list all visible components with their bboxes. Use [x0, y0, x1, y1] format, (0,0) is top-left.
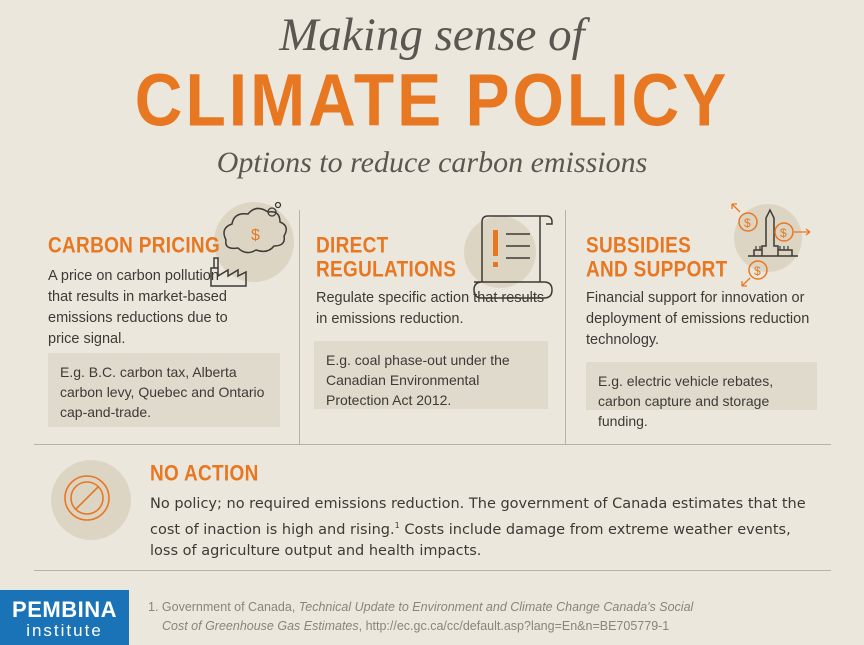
pembina-logo: PEMBINA institute: [0, 590, 129, 645]
carbon-pricing-example: E.g. B.C. carbon tax, Alberta carbon lev…: [48, 353, 280, 427]
carbon-pricing-section: $ CARBON PRICING A price on carbon pollu…: [34, 201, 299, 444]
column-divider: [565, 210, 566, 444]
direct-regulations-example: E.g. coal phase-out under the Canadian E…: [314, 341, 548, 409]
footer: PEMBINA institute 1. Government of Canad…: [0, 590, 864, 645]
subsidies-section: $ $ $ SUBSIDIES AND SUPPORT Financial su…: [566, 203, 864, 444]
svg-text:$: $: [780, 226, 787, 240]
no-action-description: No policy; no required emissions reducti…: [150, 494, 810, 562]
subsidies-description: Financial support for innovation or depl…: [586, 290, 810, 348]
direct-regulations-heading-line1: DIRECT: [316, 234, 389, 259]
factory-money-cloud-icon: $: [210, 201, 294, 287]
column-divider: [299, 210, 300, 444]
direct-regulations-heading: DIRECT REGULATIONS: [316, 234, 456, 282]
no-action-description-part1: No policy; no required emissions reducti…: [150, 496, 806, 538]
direct-regulations-heading-line2: REGULATIONS: [316, 258, 457, 283]
svg-text:$: $: [251, 227, 260, 244]
intro-text: Making sense of: [279, 9, 585, 61]
header: Making sense of CLIMATE POLICY Options t…: [0, 0, 864, 200]
no-action-heading: NO ACTION: [150, 462, 259, 487]
subsidies-heading: SUBSIDIES AND SUPPORT: [586, 234, 728, 282]
svg-text:$: $: [744, 216, 751, 230]
svg-text:$: $: [754, 264, 761, 278]
subsidies-example: E.g. electric vehicle rebates, carbon ca…: [586, 362, 817, 429]
scroll-icon: [464, 215, 553, 299]
footnote-reference: 1: [394, 521, 400, 530]
section-divider: [34, 444, 831, 445]
footnote: 1. Government of Canada, Technical Updat…: [148, 598, 848, 636]
logo-sub-text: institute: [26, 621, 103, 640]
footnote-url: , http://ec.gc.ca/cc/default.asp?lang=En…: [358, 619, 670, 633]
prohibited-icon: [51, 460, 131, 540]
footnote-title-line2: Cost of Greenhouse Gas Estimates: [162, 619, 359, 633]
no-action-description-part2: Costs include damage from extreme weathe…: [150, 522, 791, 559]
section-divider: [34, 570, 831, 571]
footnote-title-line1: Technical Update to Environment and Clim…: [298, 600, 694, 614]
direct-regulations-description: Regulate specific action that results in…: [316, 290, 545, 327]
parliament-money-icon: $ $ $: [731, 203, 811, 287]
carbon-pricing-description: A price on carbon pollution that results…: [48, 268, 228, 347]
logo-main-text: PEMBINA: [12, 597, 117, 622]
carbon-pricing-heading: CARBON PRICING: [48, 234, 221, 259]
footnote-line2: Cost of Greenhouse Gas Estimates, http:/…: [148, 617, 848, 636]
page-title: CLIMATE POLICY: [134, 58, 730, 142]
footnote-prefix: 1. Government of Canada,: [148, 600, 299, 614]
subsidies-heading-line2: AND SUPPORT: [586, 258, 728, 283]
direct-regulations-section: DIRECT REGULATIONS Regulate specific act…: [300, 210, 565, 444]
page-subtitle: Options to reduce carbon emissions: [216, 146, 648, 179]
subsidies-heading-line1: SUBSIDIES: [586, 234, 692, 259]
